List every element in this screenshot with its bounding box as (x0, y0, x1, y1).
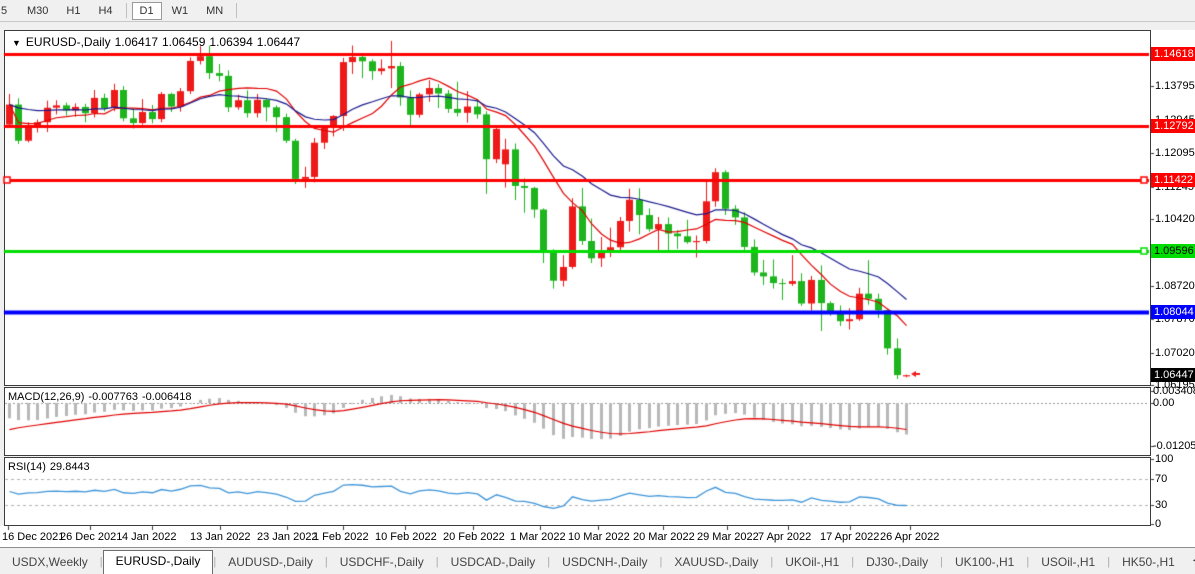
tab-usdchf-daily[interactable]: USDCHF-,Daily (339, 555, 424, 569)
tab-usdcnh-daily[interactable]: USDCNH-,Daily (562, 555, 648, 569)
tab-usdcad-daily[interactable]: USDCAD-,Daily (450, 555, 536, 569)
rsi-axis-label: 0 (1155, 518, 1162, 530)
price-line-badge: 1.11422 (1151, 173, 1195, 187)
macd-label: MACD(12,26,9) -0.007763 -0.006418 (8, 391, 192, 403)
tab-scroll-controls: ◂▸ (1187, 548, 1195, 573)
tab-separator: | (213, 556, 217, 568)
price-tick-label: 1.10420 (1155, 213, 1195, 225)
tab-separator: | (1026, 556, 1030, 568)
macd-axis-label: 0.00 (1153, 397, 1175, 409)
tab-separator: | (770, 556, 774, 568)
date-axis-label: 20 Mar 2022 (633, 531, 695, 543)
price-line-badge: 1.14618 (1151, 47, 1195, 61)
chart-symbol-label: EURUSD-,Daily (25, 35, 111, 49)
rsi-axis-label: 70 (1155, 473, 1168, 485)
tab-separator: | (547, 556, 551, 568)
rsi-value: 29.8443 (49, 461, 90, 473)
symbol-dropdown-icon[interactable]: ▼ (12, 38, 21, 48)
macd-signal-value: -0.006418 (141, 391, 192, 403)
tab-separator: | (99, 556, 103, 568)
tab-separator: | (435, 556, 439, 568)
price-line-badge: 1.08044 (1151, 305, 1195, 319)
ohlc-open: 1.06417 (114, 35, 158, 49)
tab-uk100-h1[interactable]: UK100-,H1 (954, 555, 1015, 569)
price-tick-label: 1.13795 (1155, 80, 1195, 92)
tab-usoil-h1[interactable]: USOil-,H1 (1041, 555, 1096, 569)
price-line-badge: 1.09596 (1151, 244, 1195, 258)
chart-title: ▼ EURUSD-,Daily 1.06417 1.06459 1.06394 1.064… (12, 35, 304, 49)
date-axis-label: 29 Mar 2022 (697, 531, 759, 543)
price-tick-label: 1.08720 (1155, 280, 1195, 292)
date-axis-label: 20 Feb 2022 (443, 531, 505, 543)
date-axis-label: 16 Dec 2021 (2, 531, 65, 543)
ohlc-low: 1.06394 (209, 35, 253, 49)
current-price-badge: 1.06447 (1151, 368, 1195, 382)
tab-separator: | (324, 556, 328, 568)
ohlc-high: 1.06459 (162, 35, 206, 49)
rsi-axis-label: 30 (1155, 499, 1168, 511)
tab-xauusd-daily[interactable]: XAUUSD-,Daily (674, 555, 759, 569)
date-axis-label: 1 Feb 2022 (313, 531, 369, 543)
date-axis-label: 1 Mar 2022 (510, 531, 566, 543)
tab-audusd-daily[interactable]: AUDUSD-,Daily (228, 555, 313, 569)
date-axis-label: 23 Jan 2022 (257, 531, 318, 543)
tab-scroll-left-icon[interactable]: ◂ (1187, 555, 1195, 566)
price-tick-label: 1.06195 (1155, 379, 1195, 391)
tab-separator: | (1107, 556, 1111, 568)
date-axis-label: 10 Mar 2022 (568, 531, 630, 543)
price-line-badge: 1.12792 (1151, 119, 1195, 133)
date-axis-label: 10 Feb 2022 (375, 531, 437, 543)
tab-separator: | (851, 556, 855, 568)
date-axis-label: 13 Jan 2022 (190, 531, 251, 543)
date-axis-label: 26 Apr 2022 (880, 531, 940, 543)
tab-separator: | (659, 556, 663, 568)
date-axis-label: 26 Dec 2021 (60, 531, 123, 543)
price-tick-label: 1.07020 (1155, 347, 1195, 359)
tab-usdx-weekly[interactable]: USDX,Weekly (12, 555, 88, 569)
macd-main-value: -0.007763 (88, 391, 138, 403)
rsi-label: RSI(14) 29.8443 (8, 461, 90, 473)
instrument-tab-bar: USDX,Weekly | EURUSD-,Daily | AUDUSD-,Daily |… (0, 547, 1195, 574)
macd-axis-label: 0.003408 (1153, 385, 1195, 397)
date-axis-label: 4 Jan 2022 (122, 531, 177, 543)
tab-dj30-daily[interactable]: DJ30-,Daily (866, 555, 929, 569)
tab-ukoil-h1[interactable]: UKOil-,H1 (785, 555, 840, 569)
ohlc-close: 1.06447 (256, 35, 301, 49)
macd-axis-label: -0.012058 (1153, 440, 1195, 452)
rsi-axis-label: 100 (1155, 453, 1174, 465)
date-axis-label: 7 Apr 2022 (758, 531, 812, 543)
tab-hk50-h1[interactable]: HK50-,H1 (1122, 555, 1175, 569)
tab-separator: | (940, 556, 943, 568)
price-tick-label: 1.12095 (1155, 147, 1195, 159)
tab-eurusd-daily[interactable]: EURUSD-,Daily (102, 550, 214, 574)
date-axis-label: 17 Apr 2022 (820, 531, 880, 543)
